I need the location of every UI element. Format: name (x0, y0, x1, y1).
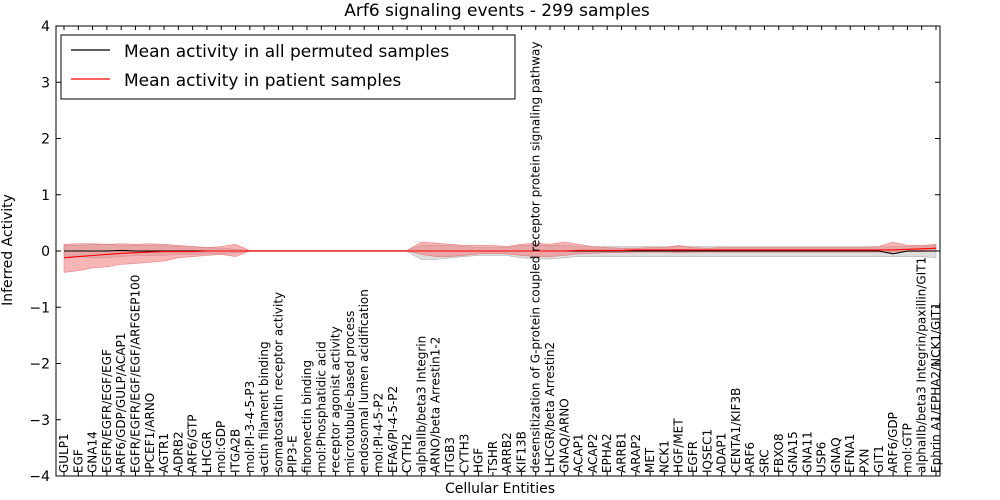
y-tick-label: 3 (41, 75, 50, 91)
x-tick-label: AGTR1 (157, 433, 171, 473)
x-tick-label: PIP3-E (286, 435, 300, 473)
x-tick-label: GNA14 (86, 431, 100, 473)
x-tick-label: ITGB3 (443, 437, 457, 473)
x-tick-label: GNA11 (800, 431, 814, 473)
x-tick-label: IPCEF1/ARNO (143, 393, 157, 473)
x-tick-label: TSHR (486, 441, 500, 474)
x-tick-label: somatostatin receptor activity (271, 292, 285, 473)
x-tick-label: LHCGR/beta Arrestin2 (543, 342, 557, 473)
x-tick-label: fibronectin binding (300, 360, 314, 473)
x-tick-label: EGF (71, 449, 85, 473)
x-tick-label: microtubule-based process (343, 311, 357, 473)
x-tick-label: alphaIIb/beta3 Integrin (414, 336, 428, 473)
x-tick-label: ACAP1 (572, 434, 586, 473)
legend-entry-permuted: Mean activity in all permuted samples (124, 42, 449, 62)
x-tick-label: CYTH3 (457, 434, 471, 474)
x-tick-label: GULP1 (57, 433, 71, 473)
series-lines (63, 247, 937, 259)
x-tick-label: NCK1 (657, 440, 671, 473)
x-tick-label: EGFR/EGFR/EGF/EGF/ARFGEP100 (129, 275, 143, 473)
y-tick-label: −4 (29, 469, 50, 485)
x-tick-label: mol:GDP (214, 421, 228, 473)
x-tick-label: EGFR/EGFR/EGF/EGF (100, 349, 114, 473)
x-tick-label: ARF6/GTP (186, 414, 200, 473)
x-tick-label: mol:PI-4-5-P2 (372, 393, 386, 473)
y-tick-label: −1 (29, 300, 50, 316)
x-tick-label: LHCGR (200, 431, 214, 473)
x-tick-label: ARF6/GDP/GULP/ACAP1 (114, 333, 128, 473)
x-tick-label: ACAP2 (586, 434, 600, 473)
x-tick-label: mol:PI-3-4-5-P3 (243, 381, 257, 473)
x-tick-labels: GULP1 EGF GNA14 EGFR/EGFR/EGF/EGF ARF6/GDP/G… (57, 42, 943, 475)
x-tick-label: HGF/MET (672, 418, 686, 473)
x-tick-label: CENTA1/KIF3B (729, 388, 743, 473)
y-axis: 4 3 2 1 0 −1 −2 −3 −4 (29, 19, 940, 485)
x-tick-label: ARNO/beta Arrestin1-2 (429, 337, 443, 473)
y-tick-label: 4 (41, 19, 50, 35)
x-tick-label: mol:Phosphatidic acid (314, 341, 328, 473)
plot-area: GULP1 EGF GNA14 EGFR/EGFR/EGF/EGF ARF6/GDP/G… (29, 19, 943, 485)
y-tick-label: 0 (41, 244, 50, 260)
x-tick-label: ARRB2 (500, 432, 514, 473)
x-tick-label: GNA15 (786, 431, 800, 473)
x-tick-label: HGF (472, 448, 486, 473)
line-patient (63, 247, 937, 259)
x-tick-label: MET (643, 447, 657, 473)
legend-entry-patient: Mean activity in patient samples (124, 71, 401, 91)
x-tick-label: actin filament binding (257, 341, 271, 473)
x-tick-label: mol:GTP (900, 423, 914, 473)
x-tick-label: IQSEC1 (700, 429, 714, 473)
x-tick-label: ARAP2 (629, 434, 643, 473)
x-tick-label: endosomal lumen acidification (357, 289, 371, 473)
y-tick-label: −2 (29, 357, 50, 373)
x-tick-label: alphaIIb/beta3 Integrin/paxillin/GIT1 (915, 257, 929, 473)
x-tick-label: GNAQ/ARNO (557, 398, 571, 473)
y-tick-label: −3 (29, 413, 50, 429)
x-tick-label: EFA6/PI-4-5-P2 (386, 386, 400, 473)
x-tick-label: FBXO8 (772, 433, 786, 473)
x-tick-label: SRC (758, 449, 772, 473)
x-tick-label: EFNA1 (843, 434, 857, 473)
x-tick-label: GNAQ (829, 437, 843, 473)
y-tick-label: 2 (41, 132, 50, 148)
x-ticks (63, 26, 937, 476)
x-tick-label: ARF6/GDP (886, 412, 900, 473)
legend-box (60, 34, 516, 100)
x-tick-label: PXN (858, 449, 872, 473)
y-tick-label: 1 (41, 188, 50, 204)
x-tick-label: EGFR (686, 441, 700, 473)
x-tick-label: receptor agonist activity (329, 326, 343, 473)
legend: Mean activity in all permuted samples Me… (60, 34, 516, 100)
x-axis-label: Cellular Entities (445, 481, 555, 497)
y-axis-label: Inferred Activity (0, 194, 16, 306)
x-tick-label: KIF13B (514, 431, 528, 473)
x-tick-label: Ephrin A1/EPHA2/NCK1/GIT1 (929, 302, 943, 473)
x-tick-label: desensitization of G-protein coupled rec… (529, 42, 543, 473)
x-tick-label: ADAP1 (715, 433, 729, 473)
x-tick-label: USP6 (815, 442, 829, 473)
x-tick-label: EPHA2 (600, 433, 614, 473)
x-tick-label: ITGA2B (229, 429, 243, 473)
x-tick-label: ARF6 (743, 442, 757, 473)
x-tick-label: ARRB1 (615, 432, 629, 473)
x-tick-label: ADRB2 (171, 431, 185, 473)
x-tick-label: CYTH2 (400, 434, 414, 474)
x-tick-label: GIT1 (872, 445, 886, 473)
chart-title: Arf6 signaling events - 299 samples (344, 1, 650, 21)
